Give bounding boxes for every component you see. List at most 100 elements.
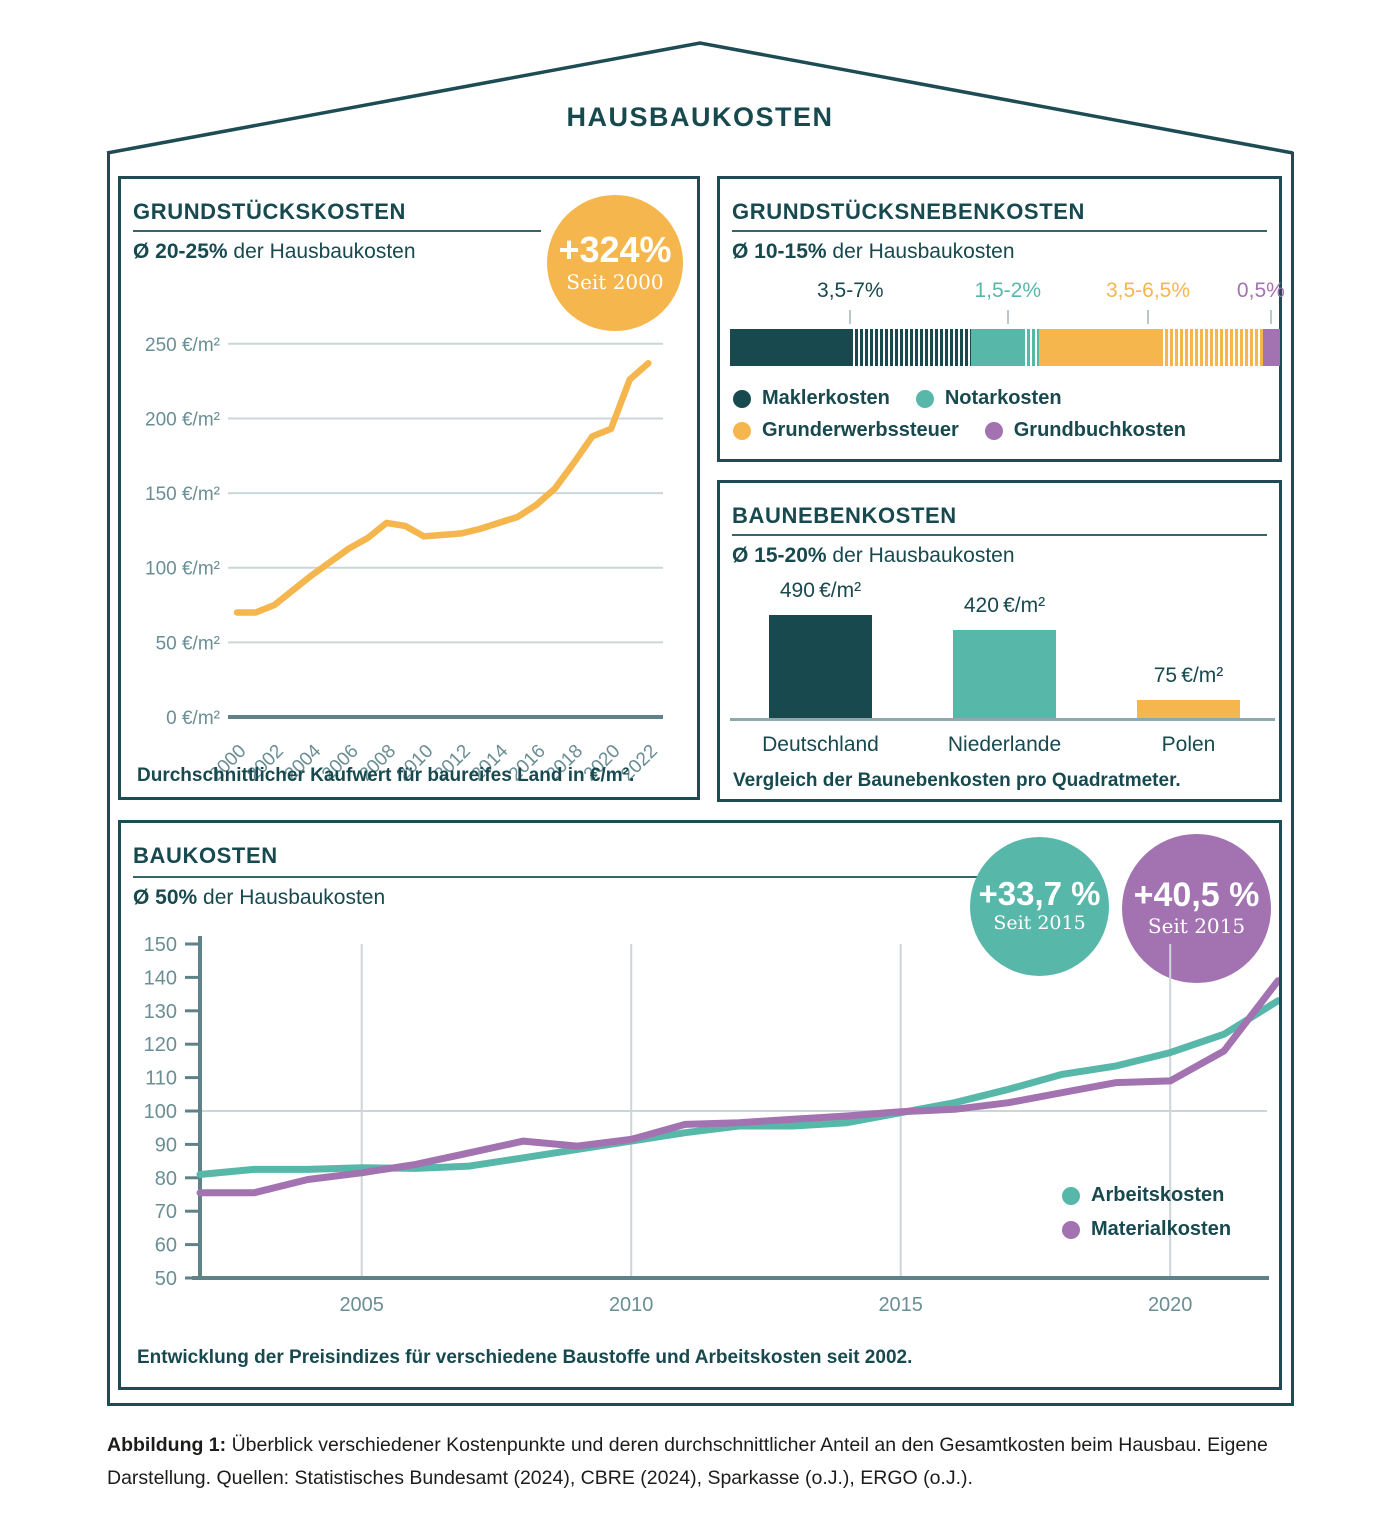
- segment-grundbuchkosten: [1262, 329, 1280, 366]
- increase-badge-materialkosten: +40,5 % Seit 2015: [1122, 834, 1271, 983]
- header-rule: [133, 230, 541, 232]
- segment-range-striped: [1022, 329, 1040, 366]
- country-bar-chart: 490 €/m² Deutschland 420 €/m² Niederlande 75…: [730, 579, 1275, 783]
- panel-subtitle: Ø 20-25% der Hausbaukosten: [133, 240, 416, 264]
- panel-header: BAUNEBENKOSTEN: [732, 503, 957, 528]
- chart-caption: Durchschnittlicher Kaufwert für baureife…: [137, 765, 635, 786]
- figure-caption-text: Überblick verschiedener Kostenpunkte und…: [107, 1434, 1268, 1489]
- range-label: 3,5-7%: [817, 279, 884, 302]
- legend-label: Maklerkosten: [762, 387, 890, 409]
- bar-category-label: Niederlande: [947, 733, 1062, 756]
- segment-solid: [730, 329, 851, 366]
- y-tick-label: 0 €/m²: [166, 708, 220, 729]
- figure-caption: Abbildung 1: Überblick verschiedener Kos…: [107, 1429, 1297, 1495]
- land-price-series-line: [233, 359, 652, 616]
- arbeitskosten-dot-icon: [1062, 1186, 1080, 1205]
- figure-caption-label: Abbildung 1:: [107, 1434, 227, 1456]
- range-tick: [849, 310, 852, 324]
- legend-item: Grundbuchkosten: [984, 419, 1186, 442]
- segment-grunderwerbssteuer: [1039, 329, 1263, 366]
- grunderwerbssteuer-dot-icon: [733, 421, 751, 440]
- range-label: 3,5-6,5%: [1105, 279, 1191, 302]
- panel-subtitle: Ø 50% der Hausbaukosten: [133, 886, 385, 910]
- stacked-bar: [730, 329, 1280, 366]
- notarkosten-dot-icon: [915, 389, 934, 408]
- panel-grundstueckskosten: GRUNDSTÜCKSKOSTEN Ø 20-25% der Hausbauko…: [118, 176, 700, 800]
- legend-item: Notarkosten: [915, 387, 1062, 410]
- badge-since: Seit 2015: [993, 912, 1086, 935]
- y-tick-label: 90: [155, 1134, 177, 1156]
- panel-baukosten: BAUKOSTEN Ø 50% der Hausbaukosten +33,7 …: [118, 820, 1282, 1390]
- materialkosten-series-line: [196, 977, 1279, 1197]
- legend-label: Grunderwerbssteuer: [762, 419, 959, 441]
- house-body-outline: [107, 152, 1294, 1406]
- segment-range-striped: [850, 329, 971, 366]
- legend-row: Maklerkosten Notarkosten: [733, 387, 1186, 410]
- y-tick-label: 100: [144, 1101, 177, 1123]
- share-label: der Hausbaukosten: [826, 544, 1015, 567]
- y-tick-label: 250 €/m²: [145, 335, 220, 356]
- x-tick-label: 2015: [878, 1294, 923, 1316]
- share-label: der Hausbaukosten: [227, 240, 416, 263]
- badge-value: +33,7 %: [978, 874, 1101, 912]
- badge-value: +324%: [558, 229, 672, 271]
- land-price-line-chart: 250 €/m² 200 €/m² 150 €/m² 100 €/m² 50 €/m² 0…: [145, 335, 663, 785]
- y-tick-label: 200 €/m²: [145, 409, 220, 430]
- y-tick-label: 150 €/m²: [145, 484, 220, 505]
- stacked-bar-legend: Maklerkosten Notarkosten Grunderwerbssteue…: [733, 387, 1186, 451]
- y-tick-label: 120: [144, 1034, 177, 1056]
- legend-item: Materialkosten: [1062, 1218, 1231, 1241]
- bar-category-label: Polen: [1161, 733, 1216, 756]
- bar-baseline: [730, 718, 1275, 721]
- legend-label: Materialkosten: [1091, 1218, 1232, 1240]
- range-tick: [1147, 310, 1149, 324]
- y-tick-label: 50: [155, 1268, 177, 1290]
- segment-notarkosten: [970, 329, 1040, 366]
- legend-item: Grunderwerbssteuer: [733, 419, 959, 442]
- chart-caption: Vergleich der Baunebenkosten pro Quadrat…: [733, 770, 1181, 791]
- range-tick: [1270, 310, 1273, 324]
- y-tick-label: 60: [155, 1235, 177, 1257]
- house-roof-outline: [106, 41, 1294, 155]
- y-tick-label: 50 €/m²: [156, 633, 220, 654]
- share-value: Ø 20-25%: [133, 240, 228, 263]
- line-chart-legend: Arbeitskosten Materialkosten: [1062, 1184, 1231, 1241]
- segment-solid: [1262, 329, 1280, 366]
- share-label: der Hausbaukosten: [197, 886, 386, 909]
- badge-since: Seit 2015: [1147, 914, 1246, 939]
- x-tick-label: 2010: [609, 1294, 654, 1316]
- bar-value-label: 490 €/m²: [779, 579, 862, 602]
- segment-solid: [1039, 329, 1160, 366]
- range-label: 0,5%: [1236, 279, 1285, 302]
- legend-item: Arbeitskosten: [1062, 1184, 1231, 1207]
- panel-header: GRUNDSTÜCKSKOSTEN: [133, 199, 406, 224]
- share-value: Ø 10-15%: [732, 240, 827, 263]
- legend-label: Notarkosten: [944, 387, 1062, 409]
- y-tick-label: 110: [145, 1068, 177, 1090]
- y-tick-label: 100 €/m²: [145, 559, 220, 580]
- panel-baunebenkosten: BAUNEBENKOSTEN Ø 15-20% der Hausbaukoste…: [717, 480, 1282, 802]
- y-tick-label: 150: [144, 934, 177, 956]
- x-tick-label: 2005: [339, 1294, 384, 1316]
- badge-since: Seit 2000: [566, 269, 664, 294]
- share-value: Ø 15-20%: [732, 544, 827, 567]
- legend-item: Maklerkosten: [733, 387, 890, 410]
- legend-row: Grunderwerbssteuer Grundbuchkosten: [733, 419, 1186, 442]
- panel-grundstuecksnebenkosten: GRUNDSTÜCKSNEBENKOSTEN Ø 10-15% der Haus…: [717, 176, 1285, 462]
- header-rule: [732, 230, 1267, 232]
- header-rule: [133, 876, 1101, 878]
- bar-niederlande: [953, 630, 1056, 718]
- page-title: HAUSBAUKOSTEN: [566, 102, 834, 132]
- segment-solid: [970, 329, 1023, 366]
- range-label: 1,5-2%: [974, 279, 1042, 302]
- chart-caption: Entwicklung der Preisindizes für verschi…: [137, 1347, 913, 1368]
- bar-category-label: Deutschland: [762, 733, 879, 756]
- bar-polen: [1137, 700, 1240, 718]
- share-label: der Hausbaukosten: [826, 240, 1015, 263]
- segment-range-striped: [1159, 329, 1263, 366]
- range-tick: [1006, 310, 1009, 324]
- segment-maklerkosten: [730, 329, 971, 366]
- legend-label: Arbeitskosten: [1091, 1184, 1225, 1206]
- bar-deutschland: [769, 615, 872, 718]
- header-rule: [732, 534, 1267, 536]
